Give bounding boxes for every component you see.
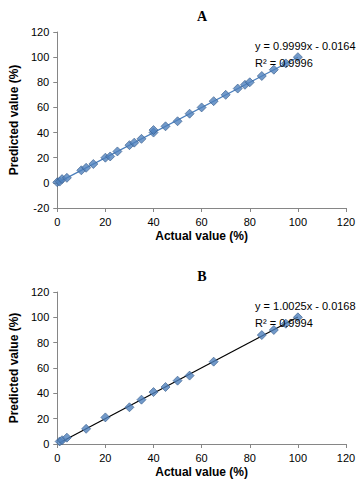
svg-text:0: 0 <box>54 452 60 464</box>
svg-text:80: 80 <box>37 76 49 88</box>
svg-text:0: 0 <box>43 438 49 450</box>
svg-text:B: B <box>197 269 206 284</box>
svg-text:60: 60 <box>196 216 208 228</box>
svg-text:y = 1.0025x - 0.0168: y = 1.0025x - 0.0168 <box>255 300 356 312</box>
svg-text:60: 60 <box>37 362 49 374</box>
svg-text:100: 100 <box>289 452 307 464</box>
svg-text:20: 20 <box>37 413 49 425</box>
svg-text:100: 100 <box>289 216 307 228</box>
svg-text:100: 100 <box>31 311 49 323</box>
svg-text:Predicted value (%): Predicted value (%) <box>7 65 21 176</box>
svg-text:80: 80 <box>244 452 256 464</box>
svg-text:R² = 0.9994: R² = 0.9994 <box>255 317 313 329</box>
svg-text:40: 40 <box>37 127 49 139</box>
svg-text:40: 40 <box>147 216 159 228</box>
svg-text:120: 120 <box>337 216 355 228</box>
svg-text:A: A <box>197 9 208 24</box>
svg-text:120: 120 <box>31 286 49 298</box>
svg-text:80: 80 <box>37 337 49 349</box>
svg-text:60: 60 <box>196 452 208 464</box>
svg-text:40: 40 <box>37 387 49 399</box>
svg-text:20: 20 <box>99 216 111 228</box>
svg-text:y = 0.9999x - 0.0164: y = 0.9999x - 0.0164 <box>255 40 356 52</box>
svg-text:Actual value (%): Actual value (%) <box>155 465 248 479</box>
svg-text:40: 40 <box>147 452 159 464</box>
svg-text:100: 100 <box>31 51 49 63</box>
svg-text:20: 20 <box>37 152 49 164</box>
svg-text:60: 60 <box>37 101 49 113</box>
svg-text:120: 120 <box>337 452 355 464</box>
svg-text:0: 0 <box>43 177 49 189</box>
svg-text:120: 120 <box>31 26 49 38</box>
svg-text:Actual value (%): Actual value (%) <box>155 229 248 243</box>
svg-text:R² = 0.9996: R² = 0.9996 <box>255 57 313 69</box>
svg-text:0: 0 <box>54 216 60 228</box>
svg-text:20: 20 <box>99 452 111 464</box>
svg-text:-20: -20 <box>33 202 49 214</box>
svg-text:Predicted value (%): Predicted value (%) <box>7 313 21 424</box>
svg-text:80: 80 <box>244 216 256 228</box>
